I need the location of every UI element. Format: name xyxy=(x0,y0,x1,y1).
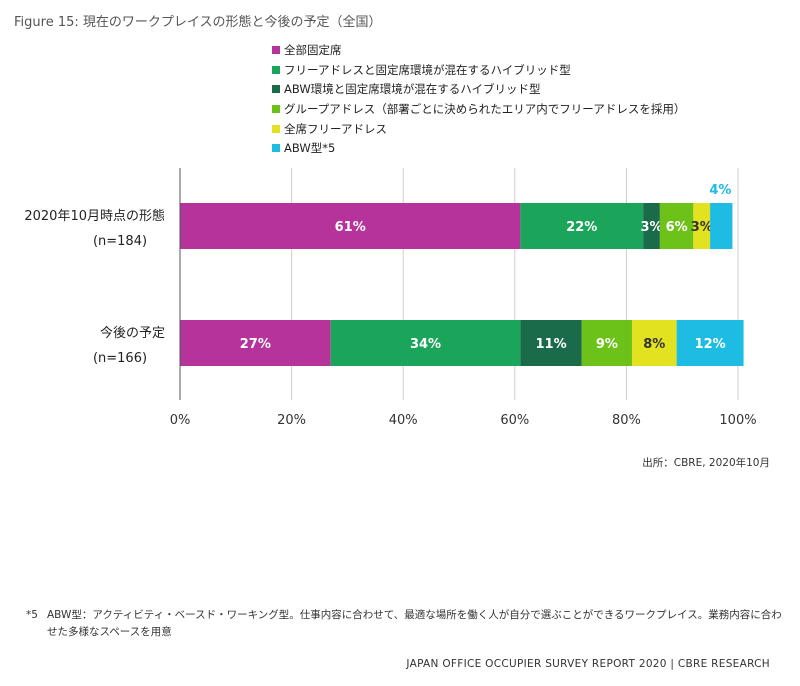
x-tick-label: 60% xyxy=(500,413,529,428)
data-label: 27% xyxy=(240,337,271,352)
legend-item: 全席フリーアドレス xyxy=(272,119,685,139)
legend-swatch xyxy=(272,85,280,94)
bar-segment xyxy=(520,320,582,366)
footnote: *5 ABW型：アクティビティ・ベースド・ワーキング型。仕事内容に合わせて、最適… xyxy=(26,607,786,641)
legend-swatch xyxy=(272,144,280,153)
legend-label: 全部固定席 xyxy=(284,42,342,57)
bar-segment xyxy=(643,203,660,249)
x-tick-label: 100% xyxy=(719,413,756,428)
bar-segment xyxy=(520,203,644,249)
legend-item: フリーアドレスと固定席環境が混在するハイブリッド型 xyxy=(272,60,685,80)
legend-swatch xyxy=(272,124,280,133)
legend-swatch xyxy=(272,65,280,74)
data-label: 11% xyxy=(536,337,567,352)
bar-segment xyxy=(180,203,521,249)
source-note: 出所：CBRE, 2020年10月 xyxy=(642,457,770,469)
data-label: 12% xyxy=(695,337,726,352)
bar-segment xyxy=(693,203,711,249)
category-label: 2020年10月時点の形態 xyxy=(24,208,165,224)
bar-segment xyxy=(659,203,694,249)
footnote-text: ABW型：アクティビティ・ベースド・ワーキング型。仕事内容に合わせて、最適な場所… xyxy=(47,609,782,638)
legend-label: 全席フリーアドレス xyxy=(284,121,388,136)
bar-segment xyxy=(330,320,521,366)
category-label: 今後の予定 xyxy=(100,325,165,341)
data-label: 34% xyxy=(410,337,441,352)
x-tick-label: 0% xyxy=(170,413,191,428)
legend-item: ABW環境と固定席環境が混在するハイブリッド型 xyxy=(272,79,685,99)
legend-swatch xyxy=(272,104,280,113)
category-sublabel: (n=184) xyxy=(93,234,147,249)
category-sublabel: (n=166) xyxy=(93,351,147,366)
data-label: 9% xyxy=(596,337,618,352)
bar-segment xyxy=(581,320,632,366)
x-tick-label: 80% xyxy=(612,413,641,428)
data-label: 22% xyxy=(566,220,597,235)
figure-title: Figure 15: 現在のワークプレイスの形態と今後の予定（全国） xyxy=(14,15,382,30)
stacked-bar-chart: 61% 22% 3% 6% 3%4%2020年10月時点の形態(n=184)27% 34%… xyxy=(24,168,757,428)
legend-label: ABW型*5 xyxy=(284,141,336,156)
legend-swatch xyxy=(272,45,280,54)
legend-label: フリーアドレスと固定席環境が混在するハイブリッド型 xyxy=(284,62,571,77)
legend-item: ABW型*5 xyxy=(272,138,685,158)
bar-segment xyxy=(180,320,331,366)
data-label: 6% xyxy=(666,220,688,235)
report-footer: JAPAN OFFICE OCCUPIER SURVEY REPORT 2020… xyxy=(406,658,770,670)
x-tick-label: 20% xyxy=(277,413,306,428)
data-label: 3% xyxy=(640,220,662,235)
data-label: 61% xyxy=(335,220,366,235)
x-tick-label: 40% xyxy=(389,413,418,428)
legend-item: 全部固定席 xyxy=(272,40,685,60)
footnote-mark: *5 xyxy=(26,609,38,621)
data-label: 4% xyxy=(709,183,731,198)
bar-segment xyxy=(676,320,744,366)
legend-label: グループアドレス（部署ごとに決められたエリア内でフリーアドレスを採用） xyxy=(284,101,686,116)
bar-segment xyxy=(631,320,677,366)
bar-segment xyxy=(710,203,733,249)
data-label: 8% xyxy=(643,337,665,352)
legend-item: グループアドレス（部署ごとに決められたエリア内でフリーアドレスを採用） xyxy=(272,99,685,119)
chart-legend: 全部固定席フリーアドレスと固定席環境が混在するハイブリッド型 ABW環境と固定席環… xyxy=(272,40,685,158)
data-label: 3% xyxy=(691,220,713,235)
legend-label: ABW環境と固定席環境が混在するハイブリッド型 xyxy=(284,82,541,97)
